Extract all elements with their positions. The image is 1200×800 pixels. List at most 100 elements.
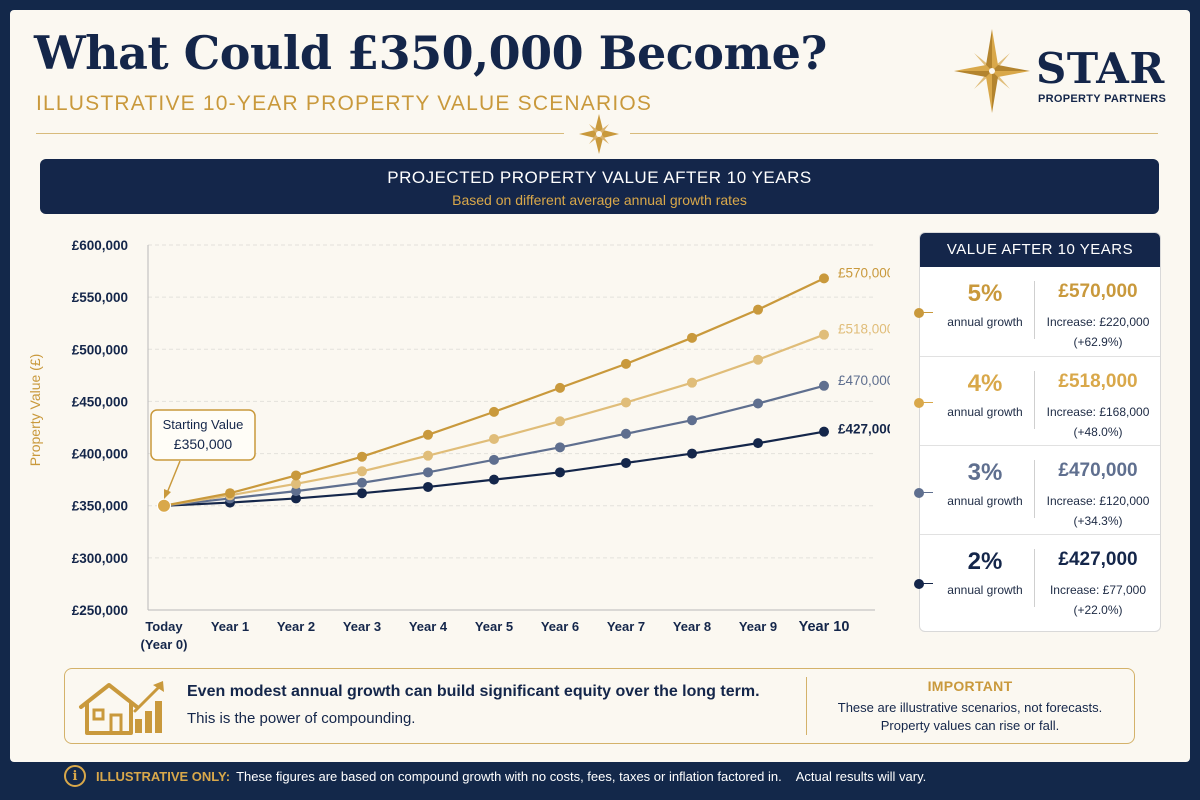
house-growth-icon xyxy=(79,681,164,735)
growth-rate: 4% xyxy=(967,370,1003,397)
disclaimer-extra: Actual results will vary. xyxy=(795,768,927,784)
x-tick-label: Year 10 xyxy=(799,619,850,635)
data-point xyxy=(291,470,301,481)
series-end-label: £427,000 xyxy=(838,422,890,437)
increase-amount: Increase: £220,000 xyxy=(1046,315,1150,329)
x-tick-label: Today xyxy=(145,619,183,634)
data-point xyxy=(819,329,829,340)
series-end-label: £518,000 xyxy=(838,322,890,337)
x-tick-label: Year 9 xyxy=(739,619,777,634)
increase-amount: Increase: £120,000 xyxy=(1046,494,1150,508)
value-summary-panel: VALUE AFTER 10 YEARS 5% annual growth £5… xyxy=(919,232,1161,632)
banner-title: PROJECTED PROPERTY VALUE AFTER 10 YEARS xyxy=(387,168,812,187)
key-message: Even modest annual growth can build sign… xyxy=(187,683,760,700)
summary-row-5pct: 5% annual growth £570,000 Increase: £220… xyxy=(920,267,1160,356)
divider-star-icon xyxy=(579,114,619,154)
data-point xyxy=(621,358,631,369)
legend-dot xyxy=(914,308,924,318)
divider-left xyxy=(36,133,564,134)
legend-connector xyxy=(922,312,933,313)
divider-right xyxy=(630,133,1158,134)
increase-amount: Increase: £77,000 xyxy=(1049,583,1147,597)
summary-panel-title: VALUE AFTER 10 YEARS xyxy=(920,233,1160,267)
data-point xyxy=(687,415,697,426)
data-point xyxy=(225,488,235,499)
data-point xyxy=(555,442,565,453)
key-message-box: Even modest annual growth can build sign… xyxy=(64,668,1135,744)
compass-star-icon xyxy=(954,29,1030,113)
increase-percent: (+62.9%) xyxy=(1073,335,1123,349)
value-increase: Increase: £77,000 (+22.0%) xyxy=(1038,580,1158,620)
legend-connector xyxy=(922,583,933,584)
callout-arrowhead xyxy=(164,489,171,499)
callout-label: Starting Value xyxy=(163,417,244,432)
data-point xyxy=(489,474,499,485)
y-tick-label: £250,000 xyxy=(72,603,128,618)
data-point xyxy=(621,428,631,439)
data-point xyxy=(753,438,763,449)
data-point xyxy=(753,398,763,409)
logo-name: STAR xyxy=(1036,44,1165,93)
data-point xyxy=(819,426,829,437)
y-tick-label: £600,000 xyxy=(72,238,128,253)
important-title: IMPORTANT xyxy=(927,678,1013,694)
legend-dot xyxy=(914,579,924,589)
growth-rate-label: annual growth xyxy=(947,405,1023,419)
data-point xyxy=(489,454,499,465)
data-point xyxy=(687,377,697,388)
logo-tagline: PROPERTY PARTNERS xyxy=(1038,93,1167,105)
final-value: £518,000 xyxy=(1058,371,1138,392)
summary-row-4pct: 4% annual growth £518,000 Increase: £168… xyxy=(920,356,1160,445)
legend-dot xyxy=(914,488,924,498)
increase-percent: (+22.0%) xyxy=(1073,603,1123,617)
value-increase: Increase: £168,000 (+48.0%) xyxy=(1038,402,1158,442)
data-point xyxy=(291,478,301,489)
disclaimer-label: ILLUSTRATIVE ONLY: xyxy=(96,768,231,784)
key-message-secondary: This is the power of compounding. xyxy=(187,710,416,727)
data-point xyxy=(423,467,433,478)
x-tick-label: Year 8 xyxy=(673,619,711,634)
data-point xyxy=(555,382,565,393)
y-tick-label: £550,000 xyxy=(72,290,128,305)
increase-percent: (+48.0%) xyxy=(1073,425,1123,439)
legend-dot xyxy=(914,398,924,408)
x-tick-label: Year 4 xyxy=(409,619,448,634)
callout-arrow xyxy=(166,460,181,494)
callout-value: £350,000 xyxy=(174,436,233,452)
increase-amount: Increase: £168,000 xyxy=(1046,405,1150,419)
growth-rate-label: annual growth xyxy=(947,494,1023,508)
banner-subtitle: Based on different average annual growth… xyxy=(452,192,747,208)
x-tick-label: Year 3 xyxy=(343,619,381,634)
growth-rate: 3% xyxy=(967,459,1003,486)
data-point xyxy=(555,467,565,478)
x-tick-label: Year 1 xyxy=(211,619,249,634)
growth-rate: 5% xyxy=(967,280,1003,307)
disclaimer-bar: i ILLUSTRATIVE ONLY: These figures are b… xyxy=(64,764,926,788)
starting-value-callout xyxy=(150,409,256,461)
x-tick-label: Year 6 xyxy=(541,619,579,634)
page-subtitle: ILLUSTRATIVE 10-YEAR PROPERTY VALUE SCEN… xyxy=(36,92,653,115)
data-point xyxy=(357,477,367,488)
starting-value-point xyxy=(157,498,171,513)
growth-rate-label: annual growth xyxy=(947,315,1023,329)
series-end-label: £470,000 xyxy=(838,373,890,388)
x-tick-label: (Year 0) xyxy=(141,637,188,652)
summary-row-2pct: 2% annual growth £427,000 Increase: £77,… xyxy=(920,534,1160,623)
data-point xyxy=(819,273,829,284)
data-point xyxy=(357,488,367,499)
data-point xyxy=(489,433,499,444)
y-tick-label: £400,000 xyxy=(72,447,128,462)
info-icon: i xyxy=(64,765,86,787)
data-point xyxy=(621,397,631,408)
increase-percent: (+34.3%) xyxy=(1073,514,1123,528)
y-tick-label: £300,000 xyxy=(72,551,128,566)
data-point xyxy=(357,451,367,462)
disclaimer-text: These figures are based on compound grow… xyxy=(236,768,782,784)
data-point xyxy=(687,448,697,459)
data-point xyxy=(291,493,301,504)
final-value: £470,000 xyxy=(1058,460,1138,481)
final-value: £427,000 xyxy=(1058,549,1138,570)
data-point xyxy=(555,416,565,427)
summary-row-3pct: 3% annual growth £470,000 Increase: £120… xyxy=(920,445,1160,534)
legend-connector xyxy=(922,492,933,493)
